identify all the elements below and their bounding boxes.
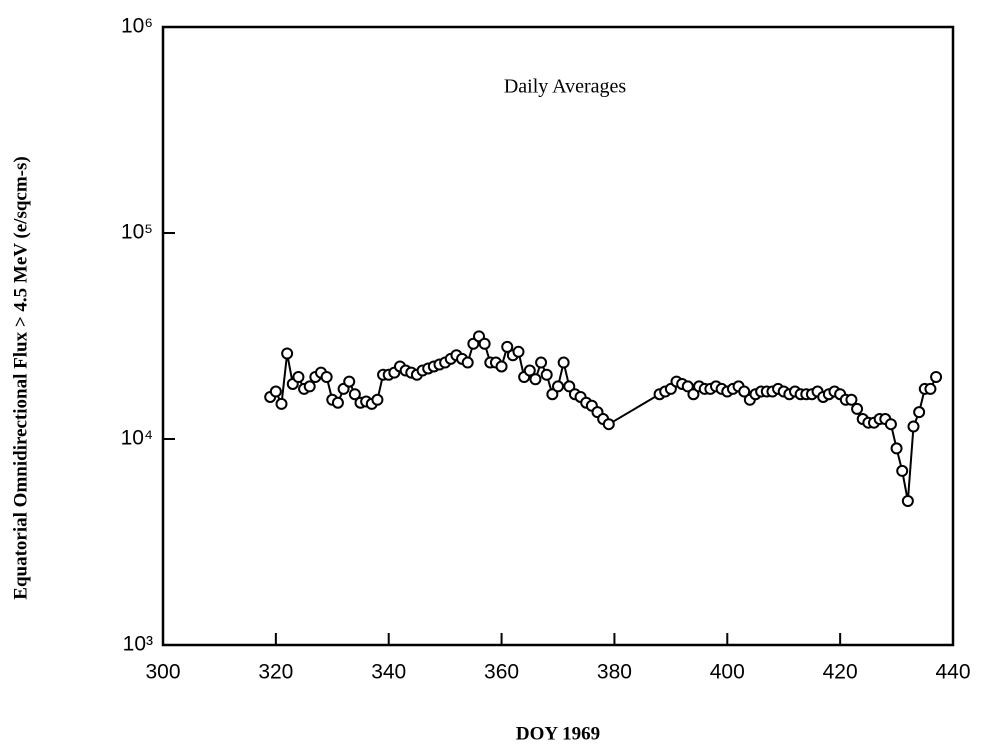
y-tick-label: 10⁵ <box>121 221 153 244</box>
data-point <box>546 388 559 401</box>
x-tick-label: 300 <box>145 661 180 684</box>
data-point <box>913 406 926 419</box>
data-point <box>602 418 615 431</box>
data-point <box>924 382 937 395</box>
data-point <box>292 370 305 383</box>
plot-frame <box>161 25 955 647</box>
data-point <box>738 385 751 398</box>
data-point <box>535 356 548 369</box>
data-point <box>523 364 536 377</box>
data-point <box>884 418 897 431</box>
data-point <box>681 380 694 393</box>
data-point <box>563 380 576 393</box>
data-point <box>851 402 864 415</box>
y-tick-label: 10⁴ <box>121 427 153 450</box>
x-tick-label: 360 <box>484 661 519 684</box>
data-point <box>907 420 920 433</box>
data-point <box>529 373 542 386</box>
x-tick-label: 320 <box>258 661 293 684</box>
annotation: Daily Averages <box>504 76 627 98</box>
data-point <box>896 464 909 477</box>
data-point <box>512 345 525 358</box>
y-tick-label: 10³ <box>123 633 153 656</box>
data-point <box>501 340 514 353</box>
data-point <box>331 396 344 409</box>
x-tick-label: 380 <box>597 661 632 684</box>
data-point <box>495 360 508 373</box>
data-point <box>557 356 570 369</box>
data-point <box>478 337 491 350</box>
data-point <box>540 368 553 381</box>
data-point <box>687 388 700 401</box>
data-point <box>371 393 384 406</box>
data-point <box>930 370 943 383</box>
x-tick-label: 340 <box>371 661 406 684</box>
x-tick-label: 420 <box>823 661 858 684</box>
x-tick-label: 400 <box>710 661 745 684</box>
y-axis-label: Equatorial Omnidirectional Flux > 4.5 Me… <box>10 156 31 599</box>
data-point <box>320 370 333 383</box>
data-point <box>281 347 294 360</box>
data-point <box>303 380 316 393</box>
data-point <box>552 380 564 393</box>
data-point <box>275 397 288 410</box>
y-tick-label: 10⁶ <box>121 15 153 38</box>
data-point <box>901 495 914 508</box>
x-tick-label: 440 <box>935 661 970 684</box>
data-point <box>348 388 361 401</box>
data-point <box>461 356 474 369</box>
data-point <box>269 385 282 398</box>
x-axis-label: DOY 1969 <box>516 723 600 744</box>
data-point <box>845 393 858 406</box>
data-point <box>343 375 356 388</box>
data-point <box>890 442 903 455</box>
